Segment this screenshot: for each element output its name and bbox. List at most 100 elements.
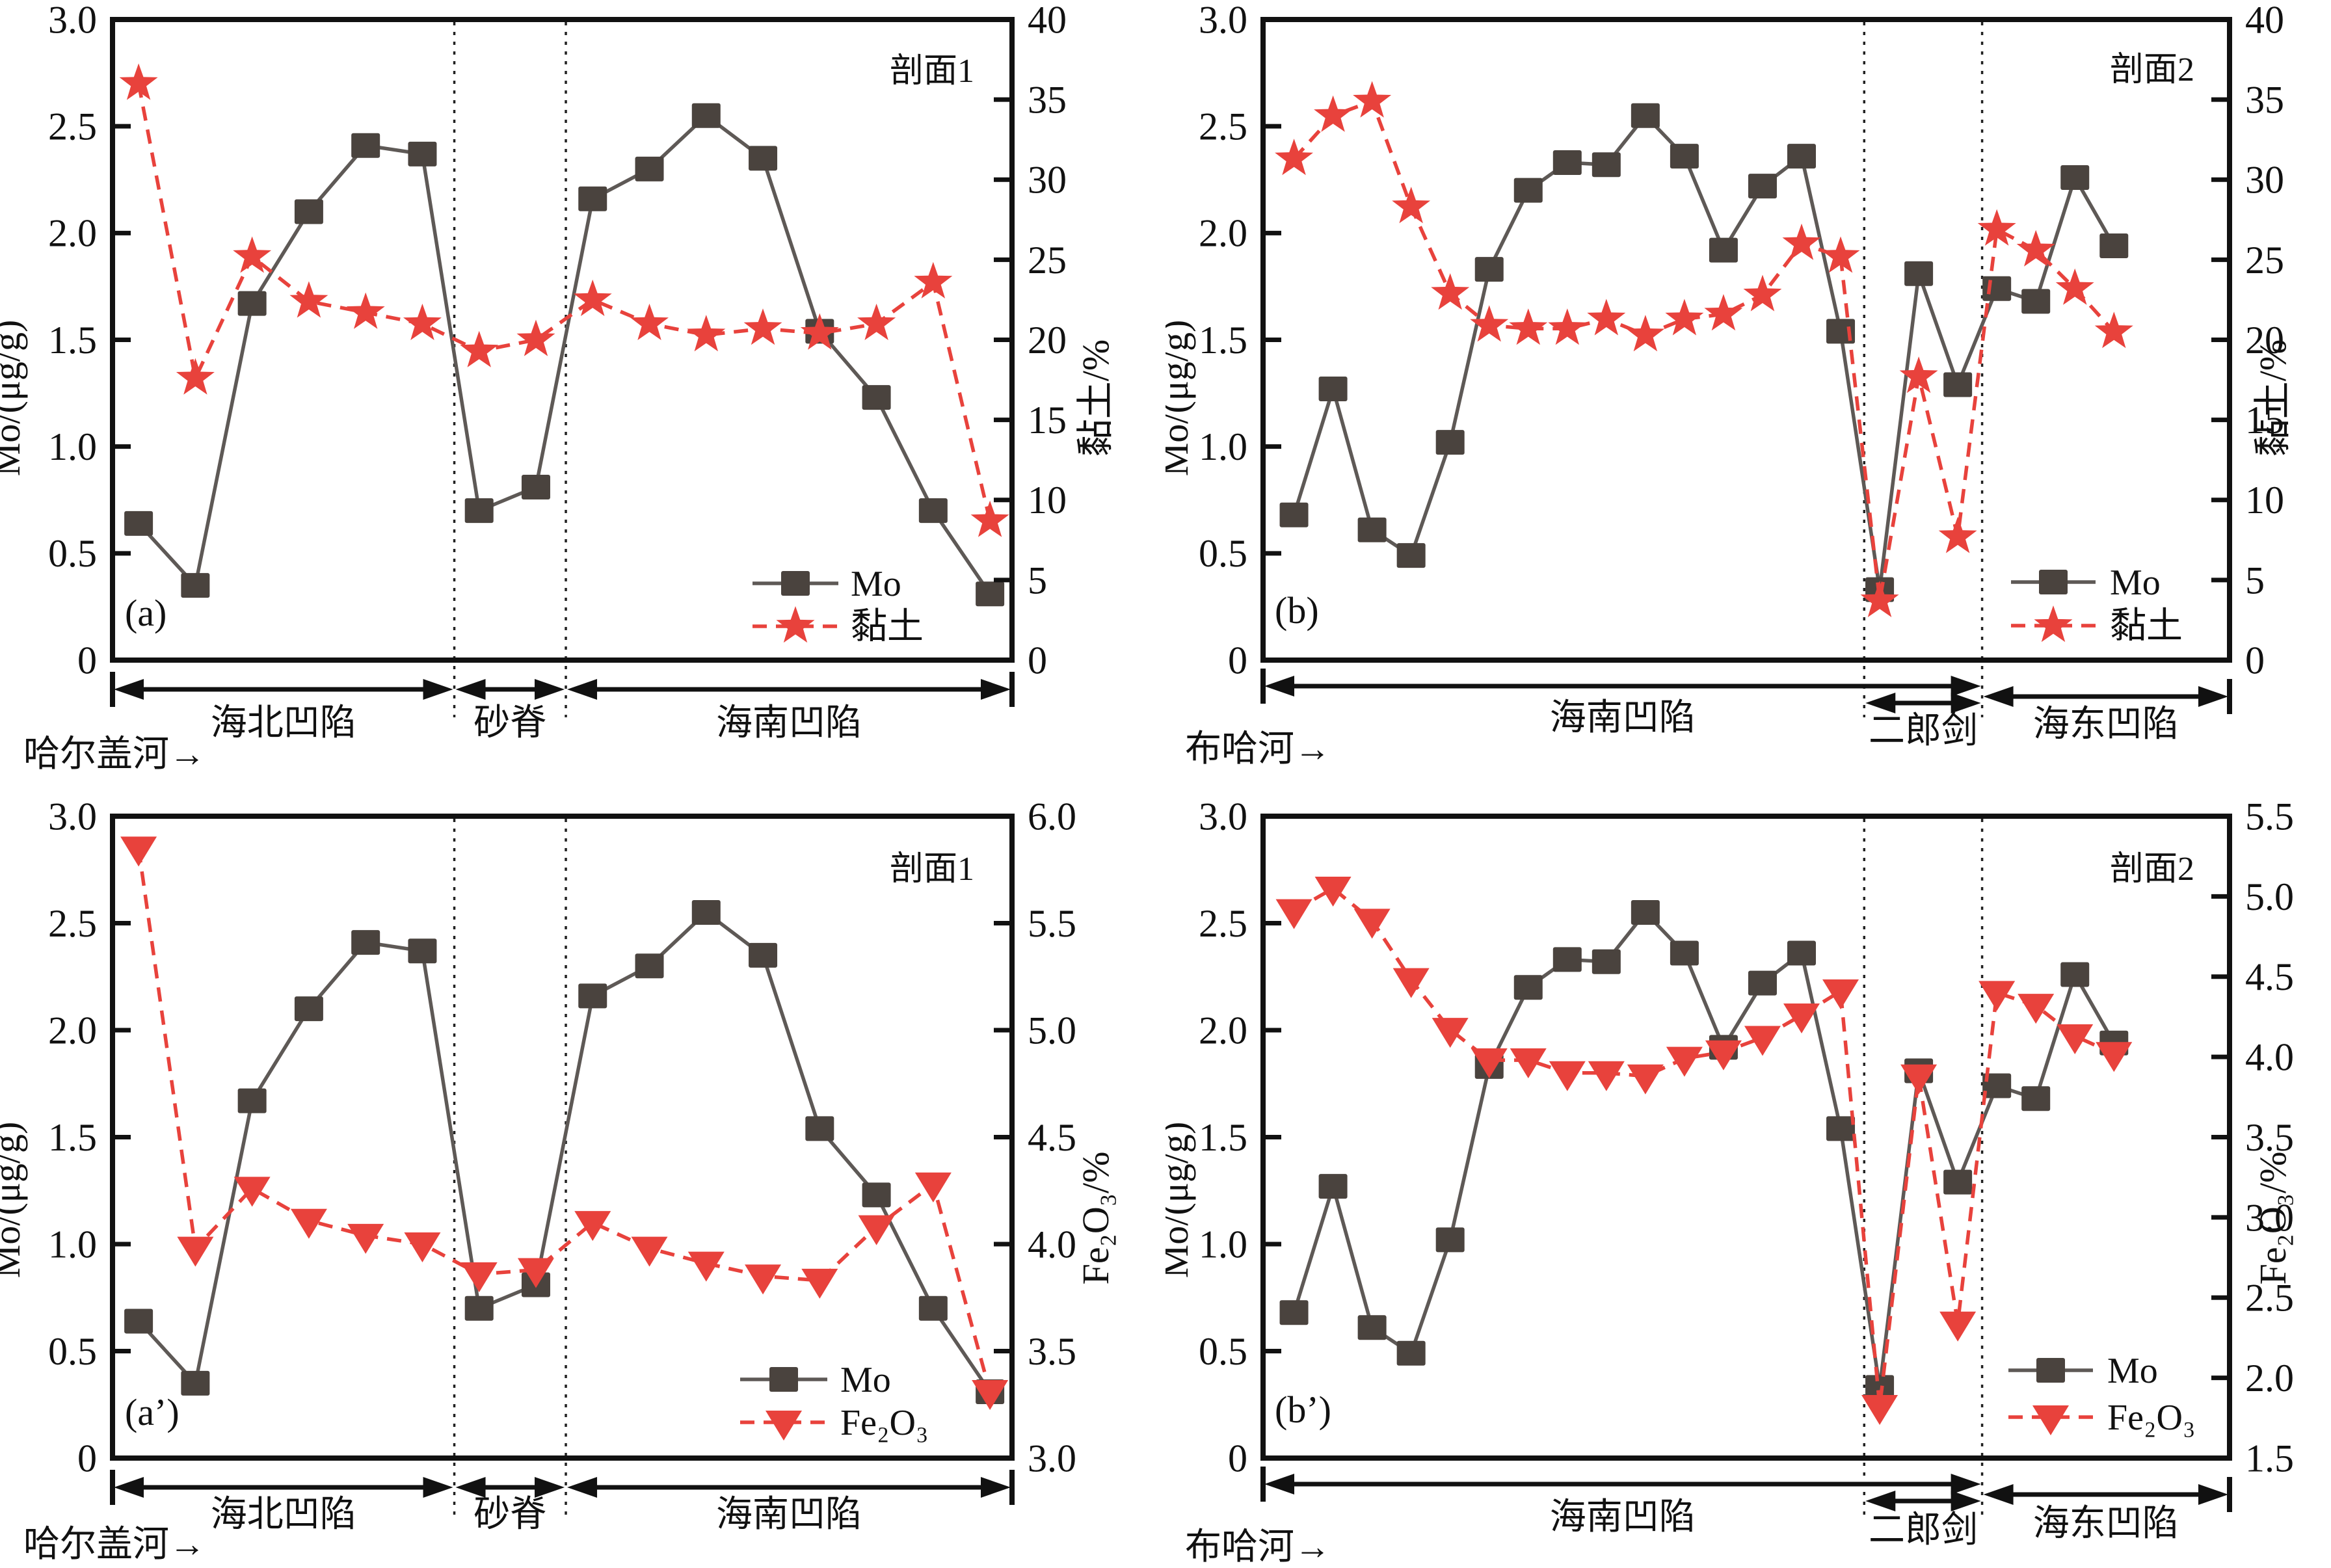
mo-square-marker	[1552, 947, 1582, 972]
fe2o3-triangle-marker	[2057, 1024, 2094, 1055]
left-axis-tick-label: 3.0	[1199, 795, 1247, 838]
zone-arrowhead	[535, 679, 565, 700]
right-axis-tick-label: 3.0	[2245, 1196, 2294, 1239]
right-axis-title: Fe₂O₃/%	[1074, 1152, 1117, 1285]
fe2o3-triangle-marker	[1900, 1064, 1938, 1095]
mo-square-marker	[749, 146, 778, 171]
panel-label: (a)	[125, 592, 166, 634]
zone-label: 海北凹陷	[211, 1495, 356, 1535]
clay-star-marker	[2034, 605, 2073, 643]
right-axis-tick-label: 3.0	[1028, 1437, 1076, 1480]
clay-star-marker	[516, 319, 555, 356]
left-axis-tick-label: 1.0	[1199, 425, 1247, 468]
clay-star-marker	[346, 292, 385, 329]
right-axis-tick-label: 4.0	[2245, 1036, 2294, 1079]
clay-star-marker	[2094, 312, 2133, 349]
mo-square-marker	[1357, 1315, 1387, 1340]
mo-square-marker	[2060, 962, 2090, 987]
zone-label: 二郎剑	[1869, 1510, 1978, 1550]
clay-star-marker	[1431, 273, 1470, 310]
zone-annotations: 海北凹陷 砂脊 海南凹陷	[110, 672, 1015, 743]
mo-square-marker	[181, 1370, 210, 1396]
mo-square-marker	[1318, 1174, 1348, 1199]
mo-square-marker	[1279, 1300, 1309, 1325]
mo-square-marker	[294, 996, 323, 1022]
zone-arrowhead	[1264, 676, 1294, 697]
mo-square-marker	[237, 1088, 267, 1113]
clay-star-marker	[1899, 356, 1938, 393]
fe2o3-triangle-marker	[1978, 981, 2016, 1011]
left-axis-tick-label: 1.5	[48, 1116, 97, 1159]
mo-square-marker	[2036, 1358, 2065, 1383]
panel-label: (b’)	[1275, 1389, 1331, 1431]
mo-square-marker	[1592, 152, 1621, 178]
clay-star-marker	[2055, 268, 2094, 305]
right-axis-title: Fe₂O₃/%	[2252, 1152, 2294, 1285]
fe2o3-triangle-marker	[1666, 1046, 1703, 1077]
left-axis-tick-label: 0	[77, 639, 97, 682]
clay-star-marker	[1782, 223, 1821, 260]
clay-star-marker	[970, 500, 1009, 537]
zone-arrowhead	[455, 679, 486, 700]
right-axis-tick-label: 5.5	[1028, 902, 1076, 945]
left-axis-tick-label: 1.5	[48, 319, 97, 362]
clay-star-marker	[1392, 187, 1431, 224]
mo-square-marker	[862, 1182, 891, 1208]
chart-b_prime: 0 0.5 1.0 1.5 2.0 2.5 3.0 1.5 2.0 2.5 3.0 3.5 4.0 4.5…	[1166, 795, 2294, 1567]
legend-label-mo: Mo	[2107, 1351, 2158, 1391]
mo-square-marker	[1396, 1340, 1426, 1366]
mo-square-marker	[1435, 430, 1465, 455]
mo-square-marker	[1513, 975, 1543, 1000]
right-axis-tick-label: 10	[2245, 479, 2284, 522]
mo-square-marker	[805, 1116, 834, 1141]
clay-star-marker	[914, 261, 953, 299]
mo-square-marker	[181, 573, 210, 598]
chart-a_prime: 0 0.5 1.0 1.5 2.0 2.5 3.0 3.0 3.5 4.0 4.5 5.0 5.5 6.0…	[0, 795, 1117, 1565]
left-axis-tick-label: 0.5	[1199, 532, 1247, 575]
zone-arrowhead	[1865, 693, 1896, 713]
zone-arrowhead	[567, 679, 598, 700]
mo-square-marker	[1670, 144, 1699, 169]
mo-square-marker	[1474, 257, 1504, 282]
left-axis-tick-label: 2.0	[48, 1009, 97, 1052]
series-mo	[124, 900, 1005, 1405]
zone-label: 海东凹陷	[2033, 704, 2179, 745]
clay-star-marker	[403, 303, 442, 340]
right-axis-tick-label: 20	[2245, 319, 2284, 362]
mo-square-marker	[862, 385, 891, 410]
series-mo	[1279, 900, 2129, 1400]
zone-arrowhead	[423, 1477, 453, 1498]
clay-star-marker	[687, 315, 726, 352]
mo-square-marker	[464, 1296, 494, 1321]
zone-arrowhead	[1951, 1491, 1981, 1511]
clay-star-marker	[630, 303, 669, 340]
legend-label-clay: 黏土	[2110, 606, 2183, 646]
mo-square-marker	[1982, 276, 2012, 301]
mo-square-marker	[124, 511, 153, 536]
right-axis-tick-label: 0	[2245, 639, 2265, 682]
mo-square-marker	[124, 1309, 153, 1334]
fe2o3-triangle-marker	[631, 1236, 668, 1267]
profile-label: 剖面2	[2110, 51, 2194, 88]
left-axis-title: Mo/(μg/g)	[0, 1122, 28, 1279]
right-axis-tick-label: 3.5	[1028, 1330, 1076, 1373]
zone-arrowhead	[1983, 686, 2014, 707]
mo-square-marker	[1748, 174, 1777, 199]
mo-square-marker	[351, 133, 380, 158]
zone-arrowhead	[114, 679, 144, 700]
zone-arrowhead	[2198, 1484, 2228, 1505]
clay-star-marker	[1509, 308, 1548, 345]
clay-star-marker	[460, 330, 499, 367]
right-axis-tick-label: 2.0	[2245, 1357, 2294, 1400]
series-fe2o3-line	[137, 848, 992, 1392]
zone-arrowhead	[981, 679, 1011, 700]
right-axis-tick-label: 1.5	[2245, 1437, 2294, 1480]
clay-star-marker	[1470, 305, 1509, 342]
left-axis-tick-label: 1.5	[1199, 1116, 1247, 1159]
panel-label: (a’)	[125, 1391, 180, 1433]
fe2o3-triangle-marker	[460, 1262, 498, 1293]
left-axis-tick-label: 2.5	[1199, 902, 1247, 945]
panel-a-prime-mo-fe2o3-profile1: 0 0.5 1.0 1.5 2.0 2.5 3.0 3.0 3.5 4.0 4.5 5.0 5.5 6.0…	[0, 784, 1166, 1568]
fe2o3-triangle-marker	[1822, 979, 1859, 1009]
mo-square-marker	[691, 103, 721, 128]
